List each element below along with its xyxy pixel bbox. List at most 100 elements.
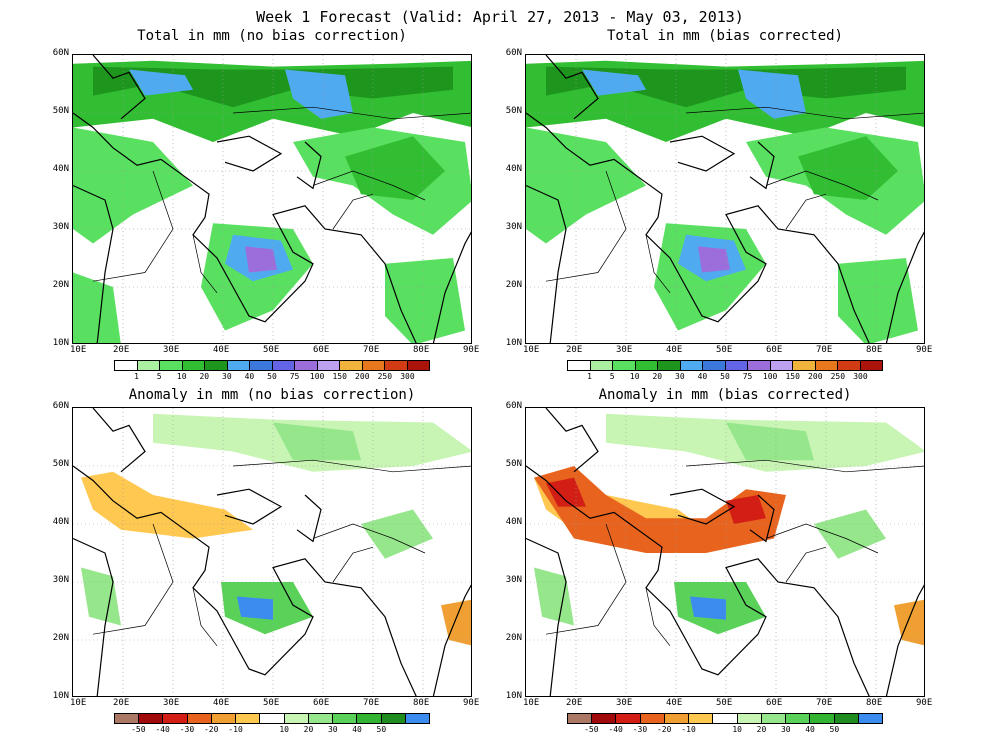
lon-tick-label: 50E bbox=[263, 345, 280, 355]
colorbar-swatch bbox=[381, 714, 406, 723]
lon-tick-label: 40E bbox=[213, 345, 230, 355]
lon-tick-label: 70E bbox=[816, 345, 833, 355]
map-panel-total-bias bbox=[525, 54, 925, 344]
map-canvas bbox=[73, 408, 471, 696]
colorbar-label: 300 bbox=[853, 372, 868, 381]
map-panel-anom-bias bbox=[525, 407, 925, 697]
colorbar-label: 20 bbox=[756, 725, 767, 734]
colorbar-swatch bbox=[284, 714, 309, 723]
coastline bbox=[73, 112, 417, 343]
precip-field-area bbox=[245, 246, 277, 273]
colorbar-swatch bbox=[260, 714, 285, 723]
colorbar-swatch bbox=[407, 361, 429, 370]
lat-tick-label: 40N bbox=[505, 517, 522, 527]
coastline bbox=[73, 537, 114, 696]
precip-field-area bbox=[798, 136, 898, 200]
colorbar-swatch bbox=[137, 361, 160, 370]
precip-field-area bbox=[129, 69, 193, 96]
lon-tick-label: 70E bbox=[363, 345, 380, 355]
lat-tick-label: 50N bbox=[52, 106, 69, 116]
precip-field-area bbox=[814, 509, 886, 559]
precip-field-area bbox=[726, 495, 766, 524]
coastline bbox=[296, 494, 322, 543]
colorbar-swatch bbox=[227, 361, 250, 370]
lon-tick-label: 20E bbox=[566, 698, 583, 708]
lat-tick-label: 40N bbox=[52, 517, 69, 527]
lat-tick-label: 30N bbox=[505, 222, 522, 232]
colorbar-label: -40 bbox=[608, 725, 623, 734]
lon-tick-label: 60E bbox=[766, 345, 783, 355]
panel-title-total-nobias: Total in mm (no bias correction) bbox=[137, 28, 407, 44]
colorbar-swatch bbox=[115, 714, 140, 723]
colorbar-label: 1 bbox=[134, 372, 139, 381]
precip-field-area bbox=[273, 422, 361, 461]
coastline bbox=[526, 537, 567, 696]
precip-field-area bbox=[81, 567, 121, 626]
colorbar-swatch bbox=[616, 714, 641, 723]
colorbar-total bbox=[114, 360, 430, 371]
colorbar-label: 75 bbox=[742, 372, 753, 381]
colorbar-label: -10 bbox=[681, 725, 696, 734]
coastline bbox=[92, 408, 146, 473]
colorbar-label: 20 bbox=[652, 372, 663, 381]
lon-tick-label: 90E bbox=[916, 345, 933, 355]
colorbar-swatch bbox=[725, 361, 748, 370]
precip-field-area bbox=[582, 69, 646, 96]
country-border bbox=[545, 523, 627, 635]
main-title: Week 1 Forecast (Valid: April 27, 2013 -… bbox=[256, 8, 744, 26]
colorbar-label: 5 bbox=[609, 372, 615, 381]
colorbar-swatch bbox=[810, 714, 835, 723]
lon-tick-label: 80E bbox=[866, 345, 883, 355]
lon-tick-label: 70E bbox=[816, 698, 833, 708]
lat-tick-label: 30N bbox=[52, 575, 69, 585]
colorbar-swatch bbox=[236, 714, 261, 723]
country-border bbox=[545, 170, 627, 282]
lat-tick-label: 30N bbox=[52, 222, 69, 232]
precip-field-area bbox=[738, 69, 806, 119]
lat-tick-label: 60N bbox=[52, 401, 69, 411]
panel-title-total-bias: Total in mm (bias corrected) bbox=[606, 28, 843, 44]
coastline bbox=[73, 465, 417, 696]
colorbar-swatch bbox=[815, 361, 838, 370]
colorbar-swatch bbox=[786, 714, 811, 723]
colorbar-label: 150 bbox=[785, 372, 800, 381]
colorbar-total bbox=[567, 360, 883, 371]
colorbar-swatch bbox=[860, 361, 882, 370]
coastline bbox=[749, 494, 775, 543]
precip-field-area bbox=[534, 466, 786, 553]
lon-tick-label: 10E bbox=[523, 345, 540, 355]
colorbar-label: -30 bbox=[179, 725, 195, 734]
country-border bbox=[92, 170, 174, 282]
colorbar-swatch bbox=[317, 361, 340, 370]
lon-tick-label: 50E bbox=[263, 698, 280, 708]
lat-tick-label: 10N bbox=[52, 338, 69, 348]
coastline bbox=[92, 55, 146, 120]
colorbar-label: 100 bbox=[762, 372, 778, 381]
lon-tick-label: 70E bbox=[363, 698, 380, 708]
colorbar-label: 50 bbox=[267, 372, 277, 381]
lat-tick-label: 20N bbox=[52, 280, 69, 290]
lon-tick-label: 50E bbox=[716, 345, 733, 355]
lon-tick-label: 20E bbox=[113, 698, 130, 708]
country-border bbox=[192, 234, 218, 294]
coastline bbox=[669, 488, 736, 525]
country-border bbox=[785, 546, 827, 583]
colorbar-swatch bbox=[635, 361, 658, 370]
colorbar-label: 50 bbox=[720, 372, 730, 381]
colorbar-label: -40 bbox=[155, 725, 170, 734]
colorbar-labels-total: 1 5 10 20 30 40 50 75 100 150 200 250 300 bbox=[114, 372, 430, 382]
colorbar-swatch bbox=[640, 714, 665, 723]
precip-field-area bbox=[385, 258, 465, 343]
colorbar-label: 30 bbox=[675, 372, 685, 381]
map-panel-anom-nobias bbox=[72, 407, 472, 697]
lon-tick-label: 40E bbox=[666, 698, 683, 708]
colorbar-label: 250 bbox=[830, 372, 846, 381]
colorbar-swatch bbox=[592, 714, 617, 723]
country-border bbox=[645, 234, 671, 294]
precip-field-area bbox=[838, 258, 918, 343]
coastline bbox=[216, 488, 283, 525]
colorbar-swatch bbox=[211, 714, 237, 723]
lat-tick-label: 50N bbox=[52, 459, 69, 469]
precip-field-area bbox=[73, 272, 121, 343]
colorbar-swatch bbox=[139, 714, 164, 723]
